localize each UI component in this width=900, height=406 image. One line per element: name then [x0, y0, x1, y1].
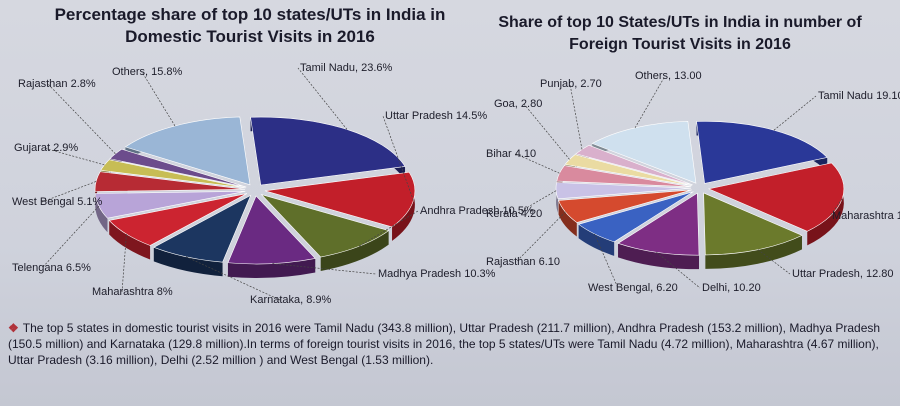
slice-uttar-pradesh: [703, 192, 803, 256]
pie-chart-foreign: [515, 75, 845, 289]
slice-maharashtra: [108, 193, 248, 246]
slice-others: [591, 120, 697, 184]
leader-line: [634, 75, 666, 129]
slice-label-madhya-pradesh: Madhya Pradesh 10.3%: [378, 268, 496, 280]
pie-charts-canvas: [41, 67, 845, 301]
slice-west-bengal: [94, 171, 246, 192]
slice-label-rajasthan: Rajasthan 6.10: [486, 256, 560, 268]
slice-label-gujarat: Gujarat 2.9%: [14, 142, 79, 154]
leader-line: [41, 181, 97, 203]
leader-line: [297, 67, 348, 130]
slice-side-maharashtra: [807, 162, 844, 246]
leader-line: [121, 234, 127, 293]
slice-side-west-bengal: [578, 224, 615, 256]
leader-line: [358, 210, 419, 247]
leader-line: [141, 71, 176, 127]
slice-label-bihar: Bihar 4.10: [486, 148, 537, 160]
foreign-chart-title: Share of top 10 States/UTs in India in n…: [498, 14, 862, 53]
leader-line: [594, 233, 619, 289]
slice-punjab: [575, 144, 693, 186]
slice-label-west-bengal: West Bengal, 6.20: [588, 282, 678, 294]
slice-label-others: Others, 15.8%: [112, 66, 183, 78]
leader-line: [773, 95, 817, 131]
slice-label-goa: Goa, 2.80: [494, 98, 543, 110]
slice-side-uttar-pradesh: [392, 172, 415, 241]
leader-line: [41, 205, 100, 269]
slice-label-maharashtra: Maharashtra 18.90: [832, 210, 900, 222]
domestic-chart-title: Percentage share of top 10 states/UTs in…: [54, 5, 446, 46]
note-text: The top 5 states in domestic tourist vis…: [8, 321, 881, 367]
slice-label-others: Others, 13.00: [635, 70, 702, 82]
leader-line: [515, 190, 557, 215]
slice-side-telengana: [95, 193, 108, 233]
slice-label-uttar-pradesh: Uttar Pradesh, 12.80: [792, 268, 894, 280]
leader-line: [829, 198, 843, 217]
slice-label-uttar-pradesh: Uttar Pradesh 14.5%: [385, 110, 488, 122]
slice-label-rajasthan: Rajasthan 2.8%: [18, 78, 96, 90]
leader-line: [515, 211, 566, 263]
leader-line: [757, 249, 791, 275]
summary-note: ❖ The top 5 states in domestic tourist vi…: [8, 320, 892, 368]
slice-label-telengana: Telengana 6.5%: [12, 262, 91, 274]
slice-label-tamil-nadu: Tamil Nadu, 23.6%: [300, 62, 393, 74]
pie-chart-domestic: [41, 67, 419, 301]
slice-madhya-pradesh: [227, 195, 316, 265]
slice-label-west-bengal: West Bengal 5.1%: [12, 196, 103, 208]
slice-label-punjab: Punjab, 2.70: [540, 78, 602, 90]
slice-andhra-pradesh: [260, 193, 390, 258]
slice-label-tamil-nadu: Tamil Nadu 19.10: [818, 90, 900, 102]
leader-line: [382, 115, 414, 201]
slice-label-andhra-pradesh: Andhra Pradesh 10.5%: [420, 205, 534, 217]
slice-tamil-nadu: [696, 121, 828, 184]
note-bullet-icon: ❖: [8, 321, 19, 335]
leader-line: [656, 251, 701, 289]
slice-delhi: [617, 192, 700, 256]
leader-line: [515, 153, 560, 174]
slice-side-karnataka: [153, 247, 223, 277]
leader-line: [569, 83, 583, 150]
leader-line: [47, 83, 116, 155]
slice-side-madhya-pradesh: [227, 258, 316, 278]
leader-line: [523, 103, 570, 160]
slice-goa: [564, 154, 692, 187]
slice-side-uttar-pradesh: [705, 235, 802, 269]
slice-label-delhi: Delhi, 10.20: [702, 282, 761, 294]
slice-label-karnataka: Karnataka, 8.9%: [250, 294, 332, 306]
slice-tamil-nadu: [250, 116, 406, 186]
slice-side-maharashtra: [109, 220, 151, 260]
slice-rajasthan: [558, 189, 692, 223]
slice-side-delhi: [618, 243, 700, 270]
slice-others: [124, 116, 251, 186]
slice-label-maharashtra: Maharashtra 8%: [92, 286, 173, 298]
slice-label-kerala: Kerala 4.20: [486, 208, 543, 220]
